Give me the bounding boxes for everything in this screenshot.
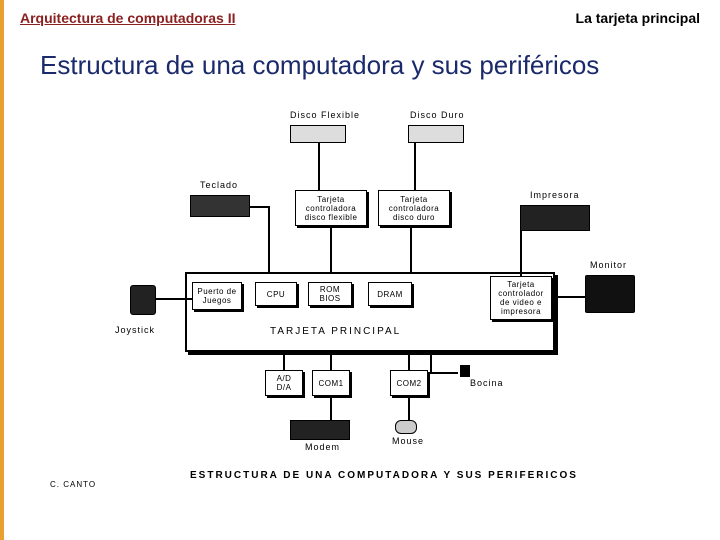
label-monitor: Monitor: [590, 260, 627, 270]
conn-bocina-h: [430, 372, 458, 374]
conn-bocina: [430, 352, 432, 372]
header: Arquitectura de computadoras II La tarje…: [20, 10, 700, 26]
conn-keyboard-v: [268, 206, 270, 272]
device-floppy: [290, 125, 346, 143]
conn-floppy: [318, 143, 320, 190]
box-com1: COM1: [312, 370, 350, 396]
device-joystick: [130, 285, 156, 315]
box-tarjeta-duro: Tarjeta controladora disco duro: [378, 190, 450, 226]
label-disco-duro: Disco Duro: [410, 110, 465, 120]
conn-duro-board: [410, 226, 412, 272]
device-keyboard: [190, 195, 250, 217]
label-tarjeta-principal: TARJETA PRINCIPAL: [270, 326, 401, 337]
label-joystick: Joystick: [115, 325, 155, 335]
conn-com1: [330, 352, 332, 370]
box-adda: A/D D/A: [265, 370, 303, 396]
header-right: La tarjeta principal: [576, 10, 700, 26]
box-com2: COM2: [390, 370, 428, 396]
conn-adda: [283, 352, 285, 370]
box-puerto-juegos: Puerto de Juegos: [192, 282, 242, 310]
device-monitor: [585, 275, 635, 313]
conn-printer: [520, 231, 522, 276]
label-modem: Modem: [305, 442, 340, 452]
page-title: Estructura de una computadora y sus peri…: [40, 50, 599, 81]
conn-mouse: [408, 396, 410, 420]
conn-hdd: [414, 143, 416, 190]
device-modem: [290, 420, 350, 440]
conn-flex-board: [330, 226, 332, 272]
box-dram: DRAM: [368, 282, 412, 306]
header-left: Arquitectura de computadoras II: [20, 10, 235, 26]
conn-joystick: [156, 298, 192, 300]
conn-keyboard: [250, 206, 270, 208]
conn-com2: [408, 352, 410, 370]
diagram-caption: ESTRUCTURA DE UNA COMPUTADORA Y SUS PERI…: [190, 470, 578, 481]
diagram: Disco Flexible Disco Duro Teclado Tarjet…: [90, 110, 650, 510]
credit: C. CANTO: [50, 480, 96, 489]
box-cpu: CPU: [255, 282, 297, 306]
conn-monitor: [552, 296, 585, 298]
device-speaker: [460, 365, 470, 377]
label-impresora: Impresora: [530, 190, 580, 200]
label-mouse: Mouse: [392, 436, 424, 446]
box-tarjeta-flex: Tarjeta controladora disco flexible: [295, 190, 367, 226]
device-hdd: [408, 125, 464, 143]
border-accent: [0, 0, 4, 540]
box-tarjeta-video: Tarjeta controlador de video e impresora: [490, 276, 552, 320]
label-disco-flexible: Disco Flexible: [290, 110, 360, 120]
device-printer: [520, 205, 590, 231]
conn-modem: [330, 396, 332, 420]
label-bocina: Bocina: [470, 378, 504, 388]
label-teclado: Teclado: [200, 180, 238, 190]
box-rom-bios: ROM BIOS: [308, 282, 352, 306]
device-mouse: [395, 420, 417, 434]
